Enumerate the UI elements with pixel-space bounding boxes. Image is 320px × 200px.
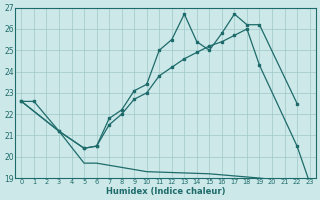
X-axis label: Humidex (Indice chaleur): Humidex (Indice chaleur)	[106, 187, 225, 196]
